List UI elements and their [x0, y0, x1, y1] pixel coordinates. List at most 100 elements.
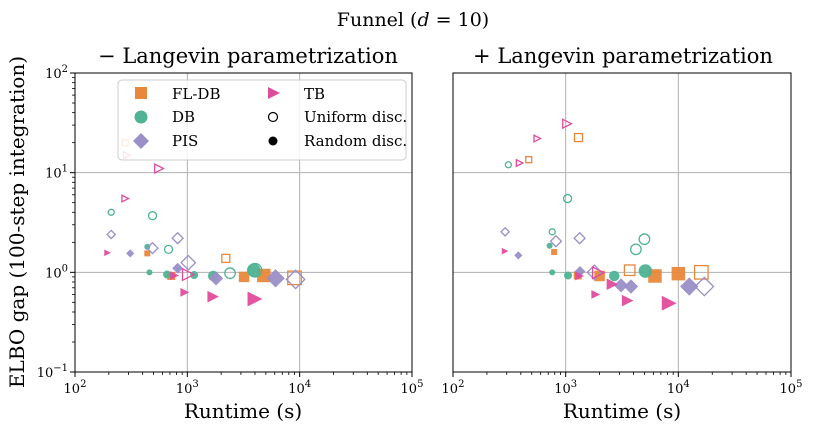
data-point-pis-random: [126, 249, 135, 258]
y-tick-label: 10−1: [37, 363, 68, 381]
left-x-axis-label: Runtime (s): [184, 399, 302, 423]
legend-circle-marker: [134, 110, 148, 124]
data-point-db-uniform: [147, 211, 158, 221]
axes-frame: [452, 72, 792, 373]
data-point-fldb-uniform: [623, 264, 636, 277]
data-point-tb-uniform: [533, 134, 543, 143]
x-tick-label: 103: [176, 379, 199, 397]
data-point-pis-random: [208, 271, 224, 286]
data-point-fldb-random: [238, 271, 250, 283]
data-point-tb-random: [661, 295, 677, 311]
legend: FL-DB DB PIS TB Uniform disc. Random dis…: [117, 79, 407, 161]
data-point-tb-random: [621, 294, 634, 307]
data-point-tb-uniform: [153, 163, 165, 174]
data-point-db-random: [246, 263, 261, 277]
data-point-db-random: [638, 264, 653, 278]
legend-label-tb: TB: [304, 85, 325, 103]
axes-frame: [74, 72, 413, 373]
data-point-fldb-random: [144, 250, 151, 257]
right-panel-title: + Langevin parametrization: [473, 44, 773, 68]
data-point-pis-random: [613, 278, 629, 293]
x-tick-label: 104: [288, 379, 311, 397]
data-point-db-uniform: [629, 243, 642, 256]
data-point-tb-random: [170, 271, 179, 280]
x-tick-label: 104: [667, 379, 690, 397]
legend-entry-uniform: Uniform disc.: [267, 108, 407, 126]
data-point-pis-random: [680, 277, 699, 296]
legend-entry-db: DB: [134, 108, 195, 126]
data-point-tb-random: [591, 290, 601, 299]
legend-entry-fl-db: FL-DB: [135, 85, 221, 103]
data-point-fldb-uniform: [221, 253, 231, 264]
y-tick-label: 102: [45, 64, 68, 82]
data-point-db-random: [549, 269, 556, 276]
data-point-db-random: [546, 242, 553, 249]
legend-entry-tb: TB: [268, 85, 325, 103]
data-point-tb-random: [501, 247, 509, 255]
data-point-db-uniform: [548, 228, 556, 236]
data-point-db-random: [144, 243, 151, 250]
y-tick-label: 100: [45, 263, 68, 281]
data-point-pis-uniform: [146, 241, 159, 255]
data-point-pis-random: [623, 279, 639, 294]
data-point-tb-random: [575, 271, 585, 281]
data-point-pis-random: [574, 266, 586, 277]
left-panel: 102 103 104 105 10−1 100 101 102: [37, 64, 424, 397]
data-point-fldb-random: [671, 266, 686, 281]
data-point-tb-random: [606, 278, 619, 290]
legend-filled-circle-marker: [268, 136, 278, 146]
data-point-fldb-random: [551, 248, 558, 255]
data-point-tb-uniform: [562, 118, 573, 130]
data-point-db-uniform: [562, 193, 573, 204]
legend-label-db: DB: [172, 108, 195, 126]
y-axis-label: ELBO gap (100-step integration): [5, 56, 29, 388]
legend-label-uniform: Uniform disc.: [304, 108, 407, 126]
x-tick-label: 105: [401, 379, 424, 397]
right-x-axis-label: Runtime (s): [563, 399, 681, 423]
left-panel-title: − Langevin parametrization: [98, 44, 398, 68]
data-point-fldb-uniform: [525, 156, 533, 164]
data-point-pis-uniform: [285, 269, 306, 290]
data-point-fldb-random: [594, 270, 605, 282]
data-point-db-uniform: [638, 233, 651, 246]
legend-entry-random: Random disc.: [268, 132, 407, 150]
data-point-db-uniform: [163, 244, 174, 255]
data-point-pis-random: [514, 251, 523, 260]
y-tick-label: 101: [45, 164, 68, 182]
legend-square-marker: [135, 87, 147, 99]
x-tick-label: 105: [780, 379, 803, 397]
x-tick-label: 102: [442, 379, 465, 397]
legend-diamond-marker: [133, 133, 149, 149]
legend-label-random: Random disc.: [304, 132, 407, 150]
data-point-db-uniform: [504, 161, 513, 169]
data-point-fldb-uniform: [693, 264, 709, 280]
data-point-tb-uniform: [121, 194, 130, 203]
data-point-pis-uniform: [573, 231, 586, 245]
legend-open-circle-marker: [267, 111, 279, 123]
data-point-tb-uniform: [181, 267, 196, 282]
legend-entry-pis: PIS: [133, 132, 198, 150]
data-point-db-random: [146, 269, 153, 276]
legend-frame: [117, 79, 407, 161]
data-point-pis-uniform: [549, 234, 563, 248]
data-point-db-random: [564, 271, 573, 280]
data-point-tb-random: [207, 290, 219, 303]
data-point-fldb-uniform: [573, 132, 584, 143]
data-point-pis-uniform: [180, 254, 197, 271]
data-point-pis-uniform: [500, 226, 511, 237]
legend-triangle-marker: [268, 87, 280, 99]
data-point-db-uniform: [107, 208, 115, 216]
data-point-pis-uniform: [106, 229, 117, 240]
data-point-db-random: [163, 270, 172, 279]
data-point-pis-uniform: [694, 276, 715, 297]
data-point-db-random: [609, 270, 620, 282]
data-point-tb-random: [247, 291, 263, 307]
data-point-tb-random: [104, 249, 111, 257]
data-point-pis-random: [266, 269, 285, 288]
data-point-tb-random: [180, 287, 190, 297]
data-point-pis-random: [172, 262, 184, 274]
legend-label-fl-db: FL-DB: [172, 85, 221, 103]
x-tick-label: 102: [64, 379, 87, 397]
data-point-tb-uniform: [515, 158, 525, 168]
